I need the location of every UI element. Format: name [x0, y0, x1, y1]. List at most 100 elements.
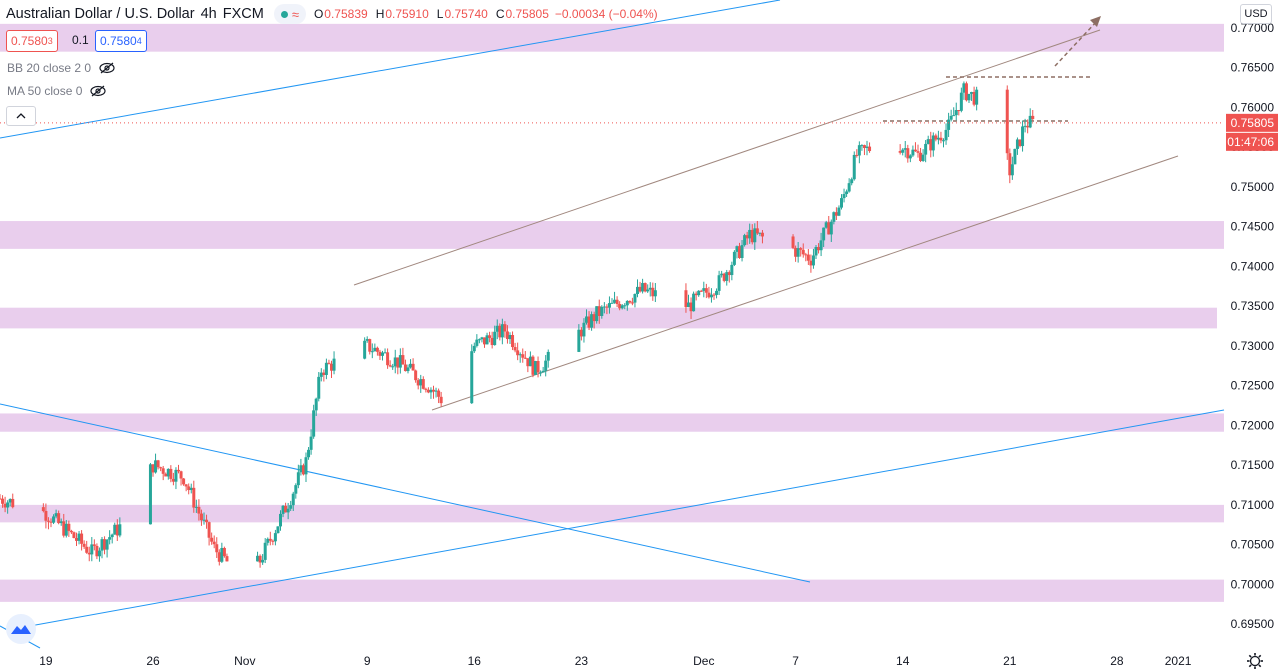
channel-upper-line[interactable] — [353, 29, 1101, 286]
candle-body — [284, 505, 288, 513]
candle-body — [424, 388, 428, 390]
candle-body — [970, 91, 974, 94]
market-status-pill[interactable]: ≈ — [273, 4, 306, 24]
candle-body — [148, 464, 152, 525]
candle-body — [806, 254, 810, 261]
collapse-legend-button[interactable] — [6, 106, 36, 126]
candle-body — [159, 467, 163, 469]
candle-body — [860, 145, 864, 147]
candle-body — [630, 302, 634, 304]
candle-body — [587, 316, 591, 328]
trendline-rising-blue[interactable] — [29, 409, 1225, 627]
candle-body — [597, 306, 601, 316]
support-resistance-zone[interactable] — [0, 221, 1224, 249]
indicator-ma[interactable]: MA 50 close 0 — [7, 83, 106, 99]
candle-body — [276, 526, 280, 534]
candle-body — [903, 148, 907, 150]
candle-body — [393, 357, 397, 367]
candle-body — [261, 559, 265, 563]
candle-body — [921, 154, 925, 161]
last-price-badge — [1226, 113, 1278, 132]
channel-lower-line[interactable] — [431, 155, 1179, 411]
candle-body — [539, 372, 543, 374]
sell-pip: 3 — [47, 36, 53, 46]
candle-body — [197, 506, 201, 514]
trendline-upper-blue[interactable] — [0, 0, 781, 139]
candle-body — [44, 510, 48, 521]
candle-body — [210, 537, 214, 542]
candle-body — [964, 83, 968, 101]
candle-body — [77, 533, 81, 541]
candle-body — [52, 516, 56, 523]
projection-arrow-line[interactable] — [1054, 19, 1099, 67]
open-value: 0.75839 — [324, 7, 368, 21]
indicator-bb[interactable]: BB 20 close 2 0 — [7, 60, 115, 76]
eye-off-icon[interactable] — [99, 62, 115, 74]
candle-body — [286, 508, 290, 513]
candle-body — [727, 272, 731, 276]
price-tick-label: 0.73000 — [1231, 339, 1275, 353]
candle-body — [327, 362, 331, 364]
price-tick-label: 0.75000 — [1231, 180, 1275, 194]
support-resistance-zone[interactable] — [0, 504, 1224, 523]
candle-body — [796, 248, 800, 257]
support-resistance-zone[interactable] — [0, 307, 1217, 329]
candle-body — [388, 365, 392, 367]
trendline-falling-blue[interactable] — [0, 403, 811, 583]
candle-body — [602, 306, 606, 308]
candle-body — [67, 523, 71, 531]
candle-body — [470, 351, 474, 404]
time-axis[interactable]: 19 26 Nov 9 16 23 Dec 7 14 21 28 2021 — [39, 654, 1192, 668]
price-tick-label: 0.74000 — [1231, 259, 1275, 273]
support-resistance-zone[interactable] — [0, 579, 1224, 602]
candle-body — [171, 478, 175, 482]
candle-body — [406, 367, 410, 372]
candle-body — [536, 360, 540, 373]
price-axis[interactable]: 0.770000.765000.760000.755000.750000.745… — [1226, 21, 1278, 631]
price-tick-label: 0.77000 — [1231, 21, 1275, 35]
candle-body — [546, 351, 550, 361]
candle-body — [312, 410, 316, 437]
candle-body — [192, 487, 196, 508]
candle-body — [760, 232, 764, 237]
eye-off-icon[interactable] — [90, 85, 106, 97]
candle-body — [1028, 115, 1032, 128]
buy-button[interactable]: 0.7580 4 — [95, 30, 147, 52]
symbol-title[interactable]: Australian Dollar / U.S. Dollar — [6, 6, 195, 22]
candle-body — [72, 532, 76, 538]
candle-body — [758, 232, 762, 234]
support-resistance-zone[interactable] — [0, 23, 1224, 52]
candle-body — [947, 119, 951, 130]
candle-body — [115, 524, 119, 536]
candle-body — [398, 355, 402, 368]
candle-body — [526, 358, 530, 367]
candle-body — [799, 248, 803, 250]
time-tick-label: 19 — [39, 654, 53, 668]
candle-body — [1, 498, 5, 504]
candle-body — [625, 300, 629, 306]
gear-icon[interactable] — [1246, 652, 1264, 670]
currency-button[interactable]: USD — [1240, 4, 1272, 24]
candle-body — [304, 457, 308, 475]
tradingview-logo-icon[interactable] — [6, 614, 36, 644]
candle-body — [411, 363, 415, 371]
candle-body — [100, 539, 104, 551]
candle-body — [939, 137, 943, 141]
candle-body — [972, 91, 976, 105]
candle-body — [189, 487, 193, 491]
candle-body — [908, 155, 912, 159]
support-resistance-zone[interactable] — [0, 413, 1224, 432]
candle-body — [299, 465, 303, 473]
candle-body — [322, 372, 326, 375]
chevron-up-icon — [16, 113, 26, 119]
candle-body — [898, 151, 902, 153]
candle-body — [0, 498, 2, 500]
candle-body — [97, 550, 101, 557]
candle-body — [483, 337, 486, 345]
candle-body — [505, 331, 509, 340]
wave-icon: ≈ — [291, 6, 299, 22]
candle-body — [528, 356, 532, 367]
sell-button[interactable]: 0.7580 3 — [6, 30, 58, 52]
interval-label[interactable]: 4h — [200, 6, 217, 22]
